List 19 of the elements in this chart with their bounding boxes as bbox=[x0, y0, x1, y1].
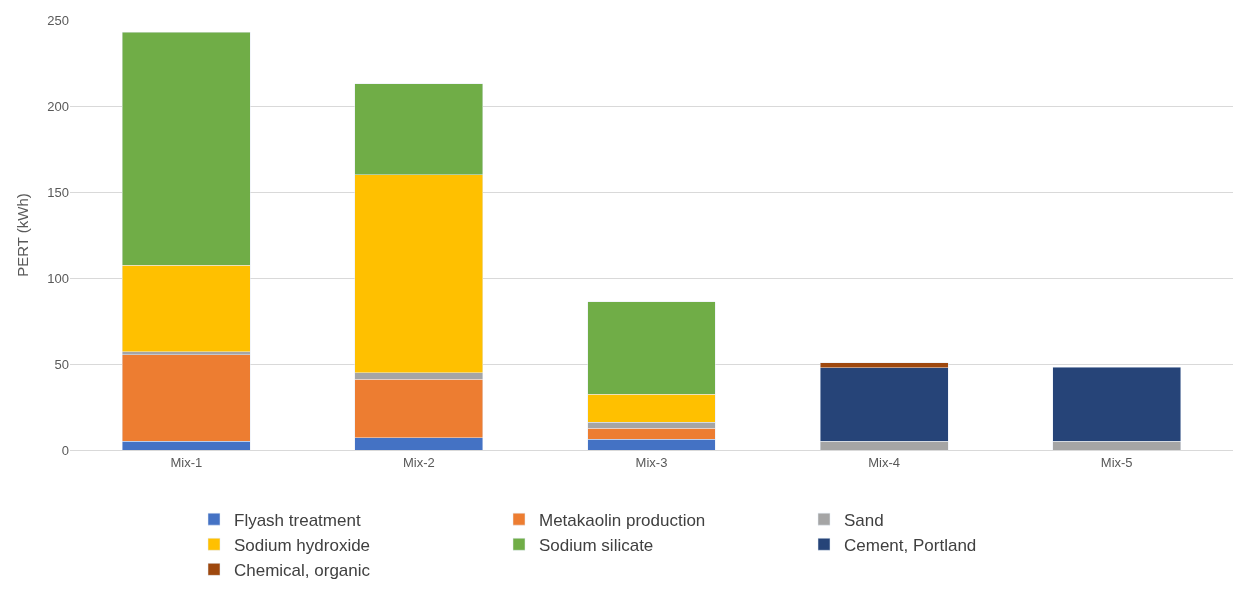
x-tick-label: Mix-3 bbox=[635, 454, 668, 470]
y-tick-label: 200 bbox=[47, 98, 69, 114]
y-axis-title: PERT (kWh) bbox=[13, 193, 31, 277]
y-tick-label: 100 bbox=[47, 270, 69, 286]
legend-label: Sodium silicate bbox=[539, 535, 654, 555]
x-tick-label: Mix-2 bbox=[403, 454, 435, 470]
x-tick-label: Mix-4 bbox=[868, 454, 900, 470]
legend-label: Chemical, organic bbox=[234, 560, 371, 580]
legend-label: Sand bbox=[844, 510, 884, 530]
x-tick-label: Mix-1 bbox=[170, 454, 203, 470]
legend-label: Flyash treatment bbox=[234, 510, 361, 530]
y-tick-label: 150 bbox=[47, 184, 69, 200]
legend-label: Metakaolin production bbox=[539, 510, 706, 530]
legend-label: Sodium hydroxide bbox=[234, 535, 371, 555]
y-tick-label: 250 bbox=[47, 12, 69, 28]
y-tick-label: 0 bbox=[61, 442, 69, 458]
legend-label: Cement, Portland bbox=[844, 535, 977, 555]
x-tick-label: Mix-5 bbox=[1100, 454, 1133, 470]
y-tick-label: 50 bbox=[54, 356, 69, 372]
